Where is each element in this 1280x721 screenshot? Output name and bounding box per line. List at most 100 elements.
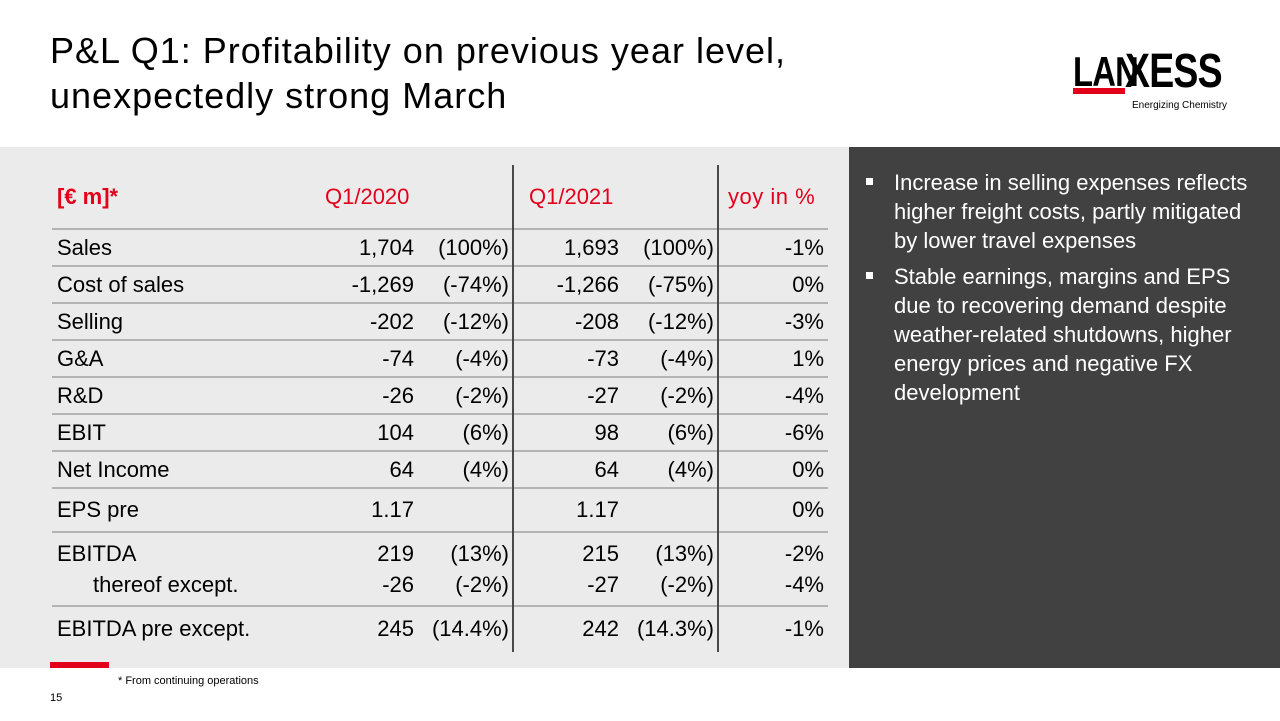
table-row-divider: [52, 376, 828, 378]
table-cell-p2020: (100%): [438, 235, 509, 260]
table-cell-yoy: -1%: [784, 235, 824, 260]
table-cell-v2020: 1,704: [358, 235, 414, 260]
table-cell-v2020: 219: [377, 541, 414, 566]
table-cell-yoy: 0%: [792, 497, 824, 522]
table-cell-p2020: (-74%): [442, 272, 509, 297]
table-column-divider: [717, 165, 719, 652]
logo-lan-text: LAN: [1073, 48, 1139, 95]
table-header-unit: [€ m]*: [57, 184, 119, 209]
slide-title-line-2: unexpectedly strong March: [50, 75, 508, 116]
table-row-divider: [52, 413, 828, 415]
table-panel: [0, 147, 849, 668]
table-cell-v2020: -26: [382, 383, 414, 408]
table-row-label: Sales: [57, 235, 113, 260]
table-cell-p2021: (100%): [643, 235, 714, 260]
table-cell-v2020: 1.17: [371, 497, 414, 522]
slide-title-line-1: P&L Q1: Profitability on previous year l…: [50, 30, 786, 71]
table-cell-p2020: (-2%): [455, 572, 509, 597]
table-cell-p2021: (-2%): [660, 383, 714, 408]
bullet-text: Increase in selling expenses reflects hi…: [894, 170, 1248, 253]
table-cell-v2020: -202: [369, 309, 414, 334]
table-cell-yoy: 0%: [792, 457, 824, 482]
table-cell-v2021: 215: [582, 541, 619, 566]
table-cell-v2021: -27: [587, 383, 619, 408]
table-cell-p2021: (-2%): [660, 572, 714, 597]
bullet-text: Stable earnings, margins and EPS due to …: [894, 264, 1232, 405]
table-row-label: EBITDA pre except.: [57, 616, 251, 641]
table-cell-v2021: 98: [594, 420, 619, 445]
table-cell-v2021: 1,693: [563, 235, 619, 260]
table-cell-v2020: 104: [377, 420, 414, 445]
table-cell-yoy: -1%: [784, 616, 824, 641]
logo-red-bar: [1073, 88, 1125, 94]
table-row-divider: [52, 339, 828, 341]
table-cell-p2020: (14.4%): [431, 616, 509, 641]
commentary-panel: [849, 147, 1280, 668]
table-cell-v2020: -74: [382, 346, 414, 371]
table-column-divider: [512, 165, 514, 652]
table-cell-p2020: (6%): [462, 420, 509, 445]
table-row-divider: [52, 265, 828, 267]
table-row-label: EBITDA: [57, 541, 137, 566]
table-cell-v2020: 245: [377, 616, 414, 641]
table-cell-v2021: -1,266: [556, 272, 619, 297]
table-cell-v2021: 1.17: [576, 497, 619, 522]
table-row-divider: [52, 605, 828, 607]
table-cell-p2021: (13%): [655, 541, 714, 566]
table-row-label: EPS pre: [57, 497, 139, 522]
table-cell-p2020: (-4%): [455, 346, 509, 371]
table-cell-p2021: (-4%): [660, 346, 714, 371]
footnote: * From continuing operations: [118, 675, 259, 687]
table-cell-v2020: 64: [389, 457, 414, 482]
footer-red-bar: [50, 662, 109, 668]
table-cell-p2021: (6%): [667, 420, 714, 445]
table-header-yoy: yoy in %: [728, 184, 816, 209]
table-row-label: Cost of sales: [57, 272, 185, 297]
table-cell-p2020: (-2%): [455, 383, 509, 408]
table-header-q1-2020: Q1/2020: [325, 184, 410, 209]
table-cell-yoy: 1%: [792, 346, 824, 371]
table-cell-yoy: -6%: [784, 420, 824, 445]
table-cell-v2020: -26: [382, 572, 414, 597]
table-row-label: Net Income: [57, 457, 170, 482]
table-row-label: R&D: [57, 383, 104, 408]
table-cell-yoy: 0%: [792, 272, 824, 297]
table-row-label: EBIT: [57, 420, 106, 445]
table-cell-yoy: -3%: [784, 309, 824, 334]
table-row-divider: [52, 487, 828, 489]
bullet-square-icon: [866, 178, 873, 185]
table-row-label: G&A: [57, 346, 104, 371]
commentary-bullets: Increase in selling expenses reflects hi…: [866, 168, 1266, 414]
table-cell-p2021: (14.3%): [636, 616, 714, 641]
bullet-square-icon: [866, 272, 873, 279]
table-cell-p2021: (-12%): [647, 309, 714, 334]
table-cell-p2021: (-75%): [647, 272, 714, 297]
logo-tagline: Energizing Chemistry: [1132, 100, 1228, 111]
table-cell-p2020: (4%): [462, 457, 509, 482]
table-cell-v2021: 242: [582, 616, 619, 641]
table-cell-v2021: -27: [587, 572, 619, 597]
table-cell-p2020: (13%): [450, 541, 509, 566]
table-row-divider: [52, 531, 828, 533]
table-row-divider: [52, 450, 828, 452]
page-number: 15: [50, 692, 63, 704]
bullet-item: Stable earnings, margins and EPS due to …: [866, 262, 1266, 407]
table-header-q1-2021: Q1/2021: [529, 184, 614, 209]
table-row-divider: [52, 302, 828, 304]
logo-xess-text: XESS: [1125, 45, 1223, 98]
lanxess-logo: LAN XESS Energizing Chemistry: [1073, 48, 1233, 114]
table-cell-p2020: (-12%): [442, 309, 509, 334]
table-cell-yoy: -4%: [784, 572, 824, 597]
table-cell-yoy: -2%: [784, 541, 824, 566]
table-cell-p2021: (4%): [667, 457, 714, 482]
table-cell-yoy: -4%: [784, 383, 824, 408]
table-row-label: thereof except.: [93, 572, 239, 597]
table-cell-v2020: -1,269: [351, 272, 414, 297]
table-row-label: Selling: [57, 309, 124, 334]
table-row-divider: [52, 228, 828, 230]
table-cell-v2021: -208: [574, 309, 619, 334]
bullet-item: Increase in selling expenses reflects hi…: [866, 168, 1266, 255]
table-cell-v2021: -73: [587, 346, 619, 371]
slide-title: P&L Q1: Profitability on previous year l…: [50, 28, 950, 118]
table-cell-v2021: 64: [594, 457, 619, 482]
